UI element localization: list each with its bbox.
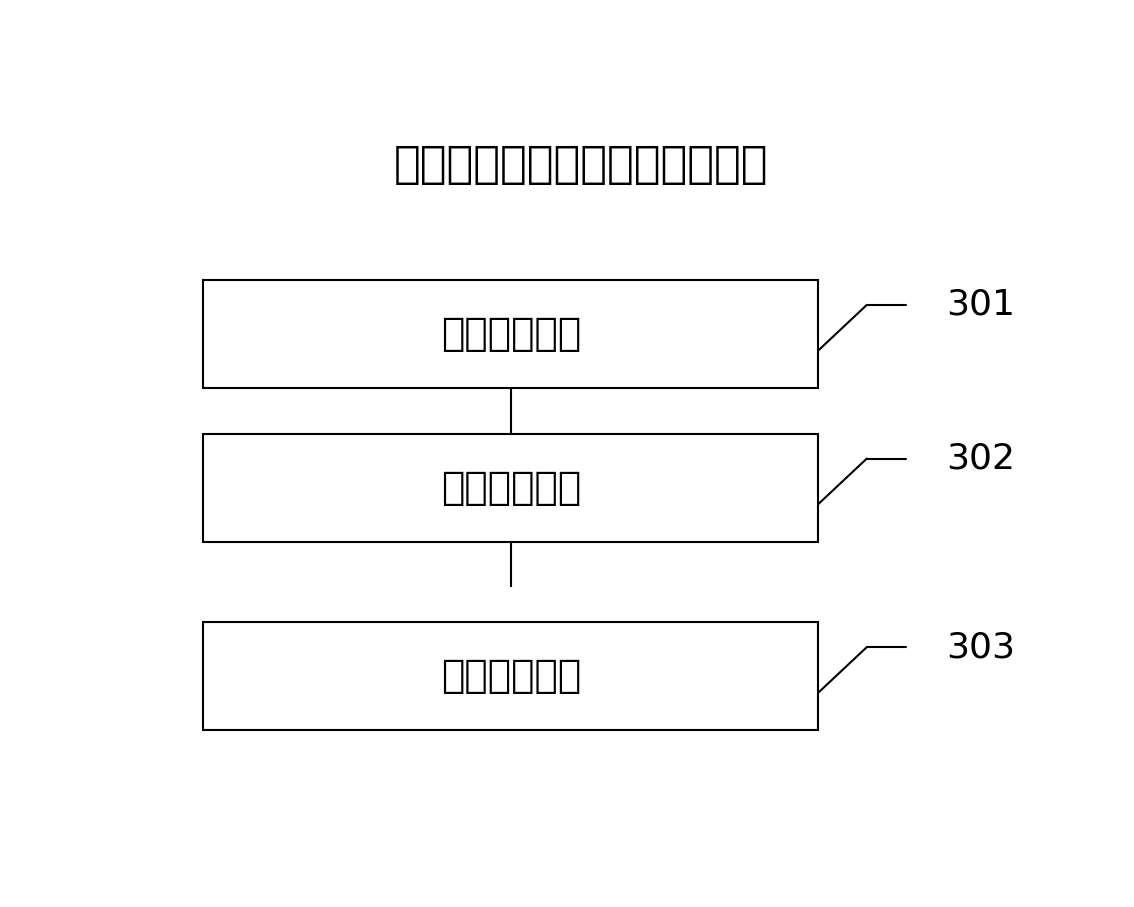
- Bar: [203, 434, 819, 541]
- Bar: [203, 280, 819, 388]
- Bar: [203, 622, 819, 730]
- Text: 信号采集模块: 信号采集模块: [441, 315, 581, 353]
- Text: 302: 302: [946, 442, 1015, 475]
- Text: 303: 303: [946, 630, 1015, 664]
- Text: 对枪声定位装置的欺骗干扰系统: 对枪声定位装置的欺骗干扰系统: [393, 143, 769, 186]
- Text: 301: 301: [946, 288, 1015, 322]
- Text: 枪声模拟模块: 枪声模拟模块: [441, 658, 581, 696]
- Text: 枪声识别模块: 枪声识别模块: [441, 469, 581, 507]
